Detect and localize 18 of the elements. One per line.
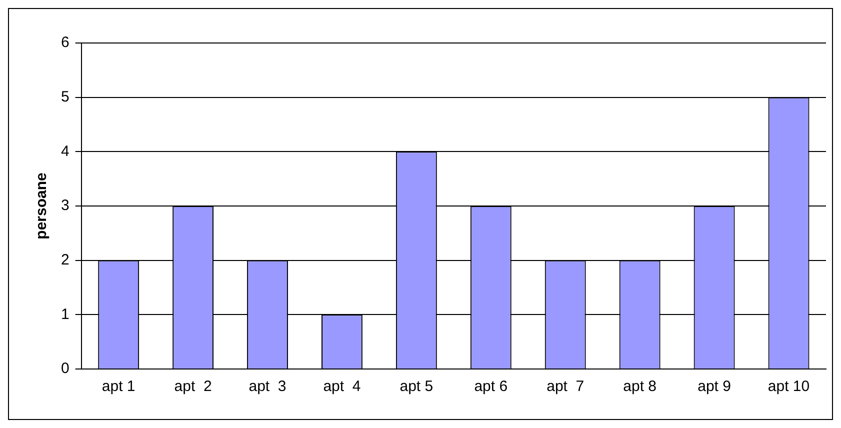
y-tick-label: 1 — [61, 306, 70, 323]
y-tick-label: 3 — [61, 197, 70, 214]
x-tick-label: apt 7 — [546, 378, 584, 396]
y-tick-label: 6 — [61, 34, 70, 52]
x-tick-label: apt 9 — [698, 378, 731, 396]
x-tick-label: apt 1 — [102, 378, 136, 396]
y-tick-label: 4 — [61, 142, 70, 160]
y-tick-label: 2 — [61, 251, 70, 268]
y-tick-label: 0 — [61, 360, 70, 378]
x-tick-label: apt 4 — [323, 378, 361, 396]
y-tick-label: 5 — [61, 88, 70, 106]
x-tick-label: apt 8 — [623, 378, 657, 396]
x-tick-label: apt 5 — [400, 378, 434, 396]
x-tick-label: apt 3 — [248, 378, 286, 396]
x-tick-label: apt 2 — [174, 378, 212, 396]
x-tick-label: apt 10 — [768, 378, 810, 396]
y-axis-title: persoane — [33, 172, 50, 240]
x-tick-label: apt 6 — [474, 378, 508, 396]
